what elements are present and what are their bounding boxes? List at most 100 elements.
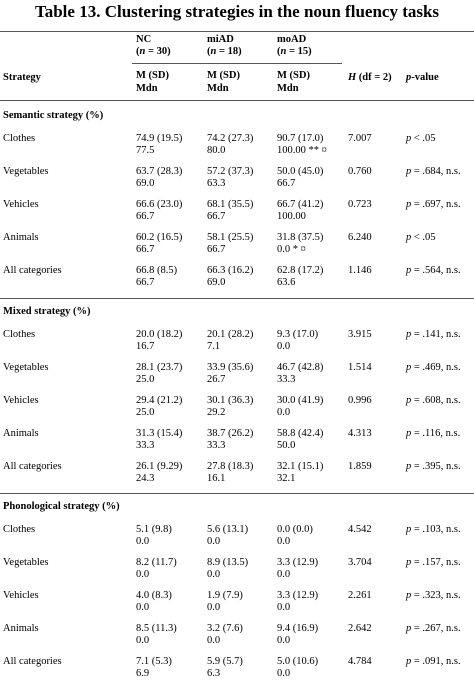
row-clothes-label: Clothes <box>3 133 36 144</box>
row-all-categories-mi-median: 16.1 <box>207 473 226 484</box>
row-animals-mo-median: 0.0 <box>277 635 291 646</box>
row-vegetables-label: Vegetables <box>3 166 49 177</box>
row-animals-mi-mean-sd: 38.7 (26.2) <box>207 428 254 439</box>
row-clothes-mi-mean-sd: 5.6 (13.1) <box>207 524 249 535</box>
row-vehicles-nc-median: 0.0 <box>136 602 150 613</box>
row-vehicles-nc-median: 66.7 <box>136 211 155 222</box>
row-animals-mo-mean-sd: 31.8 (37.5) <box>277 232 324 243</box>
row-all-categories-nc-mean-sd: 7.1 (5.3) <box>136 656 172 667</box>
row-clothes-mo-mean-sd: 0.0 (0.0) <box>277 524 313 535</box>
top-rule <box>0 31 474 32</box>
row-vehicles-mo-median: 100.00 <box>277 211 306 222</box>
row-clothes-h-value: 3.915 <box>348 329 372 340</box>
group-name-nc: NC <box>136 34 152 45</box>
row-animals-p-value: p = .267, n.s. <box>406 623 461 634</box>
row-animals-mi-median: 66.7 <box>207 244 226 255</box>
col-header-moad-stat: M (SD) <box>277 70 310 81</box>
row-vehicles-nc-mean-sd: 66.6 (23.0) <box>136 199 183 210</box>
row-vehicles-nc-mean-sd: 29.4 (21.2) <box>136 395 183 406</box>
row-vegetables-p-value: p = .157, n.s. <box>406 557 461 568</box>
row-vegetables-nc-median: 0.0 <box>136 569 150 580</box>
row-clothes-mo-mean-sd: 90.7 (17.0) <box>277 133 324 144</box>
section-title: Phonological strategy (%) <box>3 501 120 512</box>
row-animals-nc-median: 66.7 <box>136 244 155 255</box>
row-vehicles-mo-median: 0.0 <box>277 602 291 613</box>
row-vehicles-label: Vehicles <box>3 590 39 601</box>
row-animals-mo-median: 0.0 * ¤ <box>277 244 306 255</box>
row-all-categories-label: All categories <box>3 656 62 667</box>
row-clothes-nc-mean-sd: 5.1 (9.8) <box>136 524 172 535</box>
row-vegetables-nc-median: 25.0 <box>136 374 155 385</box>
row-vehicles-nc-median: 25.0 <box>136 407 155 418</box>
row-vehicles-mi-mean-sd: 1.9 (7.9) <box>207 590 243 601</box>
row-vegetables-mo-mean-sd: 3.3 (12.9) <box>277 557 319 568</box>
row-vehicles-label: Vehicles <box>3 199 39 210</box>
row-animals-mo-mean-sd: 9.4 (16.9) <box>277 623 319 634</box>
row-animals-p-value: p < .05 <box>406 232 436 243</box>
row-animals-h-value: 6.240 <box>348 232 372 243</box>
row-clothes-mi-median: 0.0 <box>207 536 221 547</box>
row-clothes-nc-mean-sd: 74.9 (19.5) <box>136 133 183 144</box>
row-vegetables-nc-mean-sd: 28.1 (23.7) <box>136 362 183 373</box>
row-animals-h-value: 2.642 <box>348 623 372 634</box>
row-all-categories-h-value: 1.859 <box>348 461 372 472</box>
row-vehicles-mi-median: 29.2 <box>207 407 226 418</box>
group-name-miad: miAD <box>207 34 234 45</box>
row-vehicles-mo-mean-sd: 30.0 (41.9) <box>277 395 324 406</box>
row-all-categories-label: All categories <box>3 461 62 472</box>
col-header-h: H (df = 2) <box>348 72 392 83</box>
row-clothes-nc-median: 16.7 <box>136 341 155 352</box>
row-animals-mi-mean-sd: 58.1 (25.5) <box>207 232 254 243</box>
row-vehicles-h-value: 2.261 <box>348 590 372 601</box>
col-header-moad-mdn: Mdn <box>277 83 299 94</box>
col-header-miad-mdn: Mdn <box>207 83 229 94</box>
col-header-nc-mdn: Mdn <box>136 83 158 94</box>
row-vehicles-h-value: 0.996 <box>348 395 372 406</box>
row-vegetables-p-value: p = .469, n.s. <box>406 362 461 373</box>
row-all-categories-mo-mean-sd: 62.8 (17.2) <box>277 265 324 276</box>
row-vegetables-mi-mean-sd: 57.2 (37.3) <box>207 166 254 177</box>
row-all-categories-p-value: p = .395, n.s. <box>406 461 461 472</box>
row-animals-nc-median: 0.0 <box>136 635 150 646</box>
row-all-categories-nc-mean-sd: 26.1 (9.29) <box>136 461 183 472</box>
row-all-categories-nc-median: 24.3 <box>136 473 155 484</box>
row-all-categories-p-value: p = .564, n.s. <box>406 265 461 276</box>
row-vehicles-p-value: p = .608, n.s. <box>406 395 461 406</box>
row-all-categories-nc-mean-sd: 66.8 (8.5) <box>136 265 178 276</box>
row-animals-nc-median: 33.3 <box>136 440 155 451</box>
row-vegetables-nc-mean-sd: 8.2 (11.7) <box>136 557 177 568</box>
row-vegetables-nc-median: 69.0 <box>136 178 155 189</box>
row-clothes-p-value: p = .141, n.s. <box>406 329 461 340</box>
row-clothes-nc-median: 0.0 <box>136 536 150 547</box>
group-rule <box>132 63 342 64</box>
row-vegetables-mo-median: 0.0 <box>277 569 291 580</box>
row-clothes-h-value: 7.007 <box>348 133 372 144</box>
row-all-categories-label: All categories <box>3 265 62 276</box>
group-n-nc: (n = 30) <box>136 46 171 57</box>
row-animals-mo-median: 50.0 <box>277 440 296 451</box>
row-clothes-label: Clothes <box>3 524 36 535</box>
col-header-nc-stat: M (SD) <box>136 70 169 81</box>
col-header-strategy: Strategy <box>3 72 41 83</box>
row-vehicles-label: Vehicles <box>3 395 39 406</box>
col-header-p: p-value <box>406 72 439 83</box>
row-clothes-nc-mean-sd: 20.0 (18.2) <box>136 329 183 340</box>
row-all-categories-mo-mean-sd: 32.1 (15.1) <box>277 461 324 472</box>
row-vegetables-h-value: 3.704 <box>348 557 372 568</box>
row-clothes-p-value: p < .05 <box>406 133 436 144</box>
row-clothes-mo-median: 100.00 ** ¤ <box>277 145 327 156</box>
row-vegetables-mo-median: 66.7 <box>277 178 296 189</box>
row-animals-nc-mean-sd: 60.2 (16.5) <box>136 232 183 243</box>
row-vegetables-nc-mean-sd: 63.7 (28.3) <box>136 166 183 177</box>
row-vehicles-h-value: 0.723 <box>348 199 372 210</box>
row-vehicles-mi-median: 66.7 <box>207 211 226 222</box>
row-clothes-h-value: 4.542 <box>348 524 372 535</box>
row-all-categories-h-value: 4.784 <box>348 656 372 667</box>
row-clothes-mi-mean-sd: 20.1 (28.2) <box>207 329 254 340</box>
row-vehicles-mo-mean-sd: 3.3 (12.9) <box>277 590 319 601</box>
section-title: Mixed strategy (%) <box>3 306 91 317</box>
row-clothes-mi-median: 7.1 <box>207 341 221 352</box>
row-animals-label: Animals <box>3 428 39 439</box>
row-vegetables-mi-mean-sd: 8.9 (13.5) <box>207 557 249 568</box>
row-vegetables-mo-median: 33.3 <box>277 374 296 385</box>
